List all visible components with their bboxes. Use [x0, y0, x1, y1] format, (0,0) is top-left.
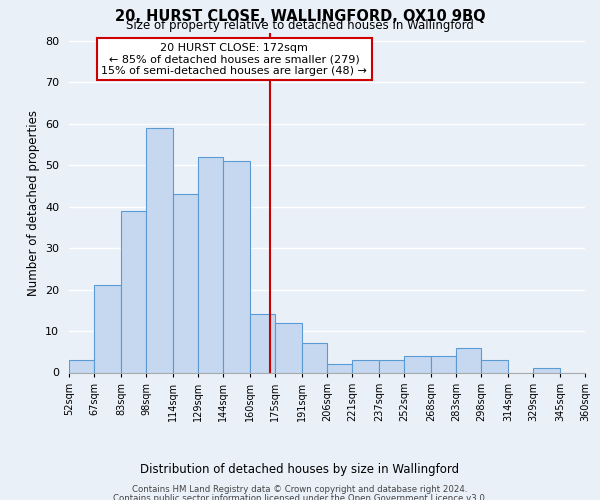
Text: Contains public sector information licensed under the Open Government Licence v3: Contains public sector information licen…: [113, 494, 487, 500]
Bar: [198, 157, 223, 372]
Text: 20, HURST CLOSE, WALLINGFORD, OX10 9BQ: 20, HURST CLOSE, WALLINGFORD, OX10 9BQ: [115, 9, 485, 24]
Bar: [533, 368, 560, 372]
Text: Distribution of detached houses by size in Wallingford: Distribution of detached houses by size …: [140, 462, 460, 475]
Bar: [146, 128, 173, 372]
Bar: [302, 344, 327, 372]
Bar: [404, 356, 431, 372]
Bar: [352, 360, 379, 372]
Bar: [456, 348, 481, 372]
Bar: [69, 360, 94, 372]
Text: Size of property relative to detached houses in Wallingford: Size of property relative to detached ho…: [126, 19, 474, 32]
Bar: [121, 211, 146, 372]
Bar: [275, 322, 302, 372]
Y-axis label: Number of detached properties: Number of detached properties: [26, 110, 40, 296]
Bar: [223, 161, 250, 372]
Bar: [379, 360, 404, 372]
Bar: [250, 314, 275, 372]
Bar: [173, 194, 198, 372]
Text: 20 HURST CLOSE: 172sqm  
← 85% of detached houses are smaller (279)
15% of semi-: 20 HURST CLOSE: 172sqm ← 85% of detached…: [101, 42, 367, 76]
Bar: [94, 286, 121, 372]
Bar: [327, 364, 352, 372]
Bar: [481, 360, 508, 372]
Text: Contains HM Land Registry data © Crown copyright and database right 2024.: Contains HM Land Registry data © Crown c…: [132, 485, 468, 494]
Bar: [431, 356, 456, 372]
